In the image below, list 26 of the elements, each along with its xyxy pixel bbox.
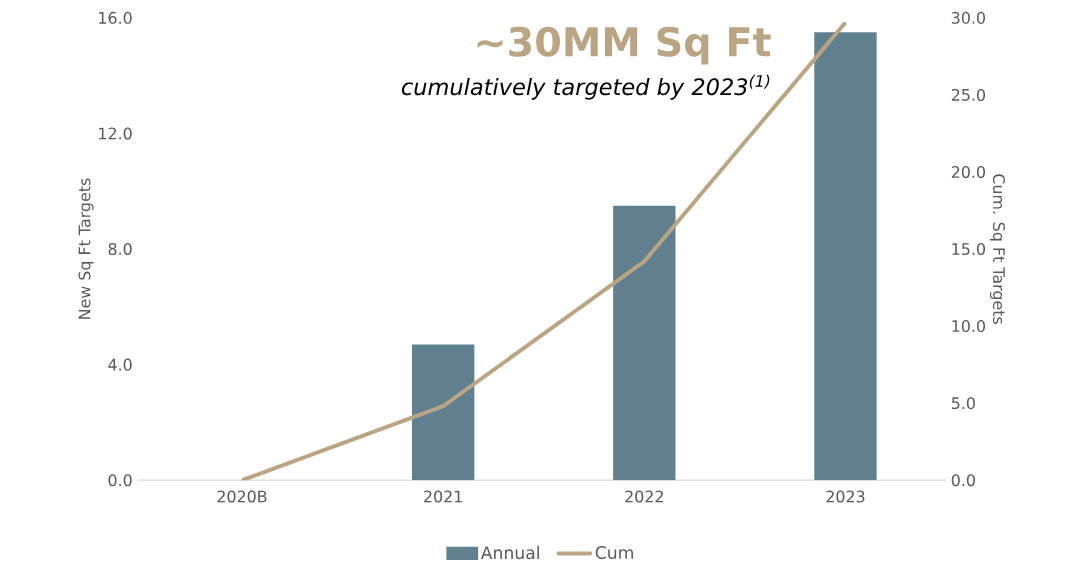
legend-label: Annual: [480, 545, 539, 560]
line-series: [240, 20, 848, 481]
y-tick-label: 16.0: [99, 11, 132, 24]
y2-tick-label: 30.0: [951, 11, 986, 24]
text: cumulatively targeted by 2023$^{(1)}$: [401, 74, 770, 100]
bar: [613, 205, 676, 481]
legend-label: Cum: [595, 545, 633, 559]
y2-tick-label: 10.0: [952, 319, 986, 332]
y-tick-label: 0.0: [108, 474, 132, 487]
bar: [411, 344, 475, 481]
y-tick-label: 8.0: [108, 242, 132, 255]
y2-tick-label: 5.0: [951, 397, 975, 410]
y2-tick-label: 15.0: [952, 242, 986, 255]
bar: [814, 32, 877, 481]
y2-tick-label: 25.0: [951, 88, 986, 101]
y-axis-title: New Sq Ft Targets: [78, 178, 94, 319]
x-tick-label: 2023: [826, 490, 865, 503]
y2-tick-label: 20.0: [951, 165, 986, 178]
x-tick-label: 2020B: [217, 490, 267, 503]
y2-axis-title: Cum. Sq Ft Targets: [989, 174, 1005, 324]
y-tick-label: 12.0: [99, 127, 132, 140]
y-tick-label: 4.0: [108, 358, 132, 371]
chart-title: ~30MM Sq Ft: [477, 26, 771, 65]
x-tick-label: 2022: [625, 490, 663, 503]
y2-tick-label: 0.0: [951, 474, 975, 487]
x-tick-label: 2021: [424, 490, 462, 503]
